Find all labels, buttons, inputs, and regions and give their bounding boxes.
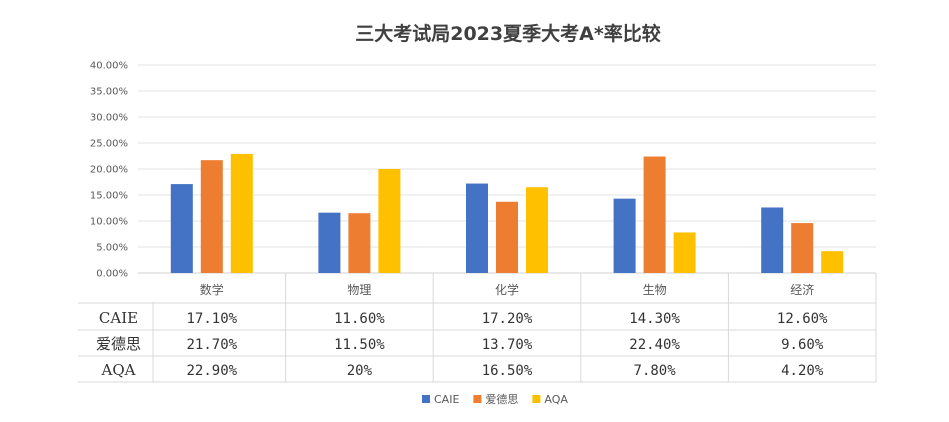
table-cell: 11.60% bbox=[334, 311, 385, 327]
table-cell: 11.50% bbox=[334, 337, 385, 353]
bar bbox=[378, 169, 401, 273]
bar bbox=[466, 183, 488, 273]
bar bbox=[613, 198, 636, 273]
table-cell: 9.60% bbox=[781, 337, 824, 353]
table-cell: 12.60% bbox=[777, 311, 828, 327]
bars bbox=[170, 153, 844, 273]
y-tick-label: 40.00% bbox=[90, 61, 128, 72]
table-cell: 20% bbox=[347, 363, 373, 379]
table-cell: 22.90% bbox=[187, 363, 238, 379]
bar bbox=[318, 212, 341, 273]
table-cell: 21.70% bbox=[187, 337, 238, 353]
bar bbox=[673, 232, 696, 273]
table-row-header: CAIE bbox=[99, 309, 138, 327]
x-category-label: 物理 bbox=[347, 283, 371, 297]
legend-label: 爱德思 bbox=[485, 392, 518, 406]
x-category-label: 化学 bbox=[495, 282, 519, 297]
y-tick-label: 30.00% bbox=[90, 113, 128, 124]
bar bbox=[230, 153, 253, 273]
y-tick-label: 10.00% bbox=[90, 217, 128, 228]
legend-label: CAIE bbox=[434, 393, 459, 406]
table-cell: 22.40% bbox=[629, 337, 680, 353]
bar bbox=[170, 184, 193, 273]
x-category-label: 生物 bbox=[643, 283, 667, 297]
table-cell: 14.30% bbox=[629, 311, 680, 327]
x-category-label: 数学 bbox=[200, 282, 224, 297]
y-tick-label: 25.00% bbox=[90, 139, 128, 150]
legend: CAIE 爱德思 AQA bbox=[422, 392, 568, 406]
y-tick-label: 35.00% bbox=[90, 87, 128, 98]
table-row-header: AQA bbox=[101, 361, 136, 379]
legend-swatch bbox=[422, 395, 430, 403]
chart-title: 三大考试局2023夏季大考A*率比较 bbox=[355, 22, 661, 45]
bar bbox=[526, 187, 548, 273]
y-axis-ticks: 0.00% 5.00% 10.00% 15.00% 20.00% 25.00% 30.00%… bbox=[90, 61, 128, 280]
legend-label: AQA bbox=[544, 393, 568, 406]
table-cell: 16.50% bbox=[482, 363, 533, 379]
table-cell: 13.70% bbox=[482, 337, 533, 353]
bar bbox=[200, 160, 223, 273]
bar bbox=[821, 251, 844, 273]
bar bbox=[496, 201, 518, 273]
table-row-header: 爱德思 bbox=[96, 335, 141, 353]
bar bbox=[348, 213, 371, 273]
y-tick-label: 15.00% bbox=[90, 191, 128, 202]
y-tick-label: 0.00% bbox=[96, 269, 128, 280]
bar bbox=[761, 207, 784, 273]
x-category-label: 经济 bbox=[790, 282, 814, 297]
grid-layer bbox=[138, 64, 876, 274]
x-axis-categories: 数学 物理 化学 生物 经济 bbox=[200, 282, 814, 297]
bar bbox=[643, 156, 666, 273]
table-cell: 7.80% bbox=[634, 363, 677, 379]
table-cell: 17.10% bbox=[187, 311, 238, 327]
table-cell: 4.20% bbox=[781, 363, 824, 379]
y-tick-label: 5.00% bbox=[96, 243, 128, 254]
bar bbox=[791, 223, 814, 273]
y-tick-label: 20.00% bbox=[90, 165, 128, 176]
legend-swatch bbox=[473, 395, 482, 403]
data-table: CAIE 17.10% 11.60% 17.20% 14.30% 12.60% 爱德思 21.… bbox=[78, 273, 877, 383]
table-cell: 17.20% bbox=[482, 311, 533, 327]
legend-swatch bbox=[532, 395, 541, 403]
